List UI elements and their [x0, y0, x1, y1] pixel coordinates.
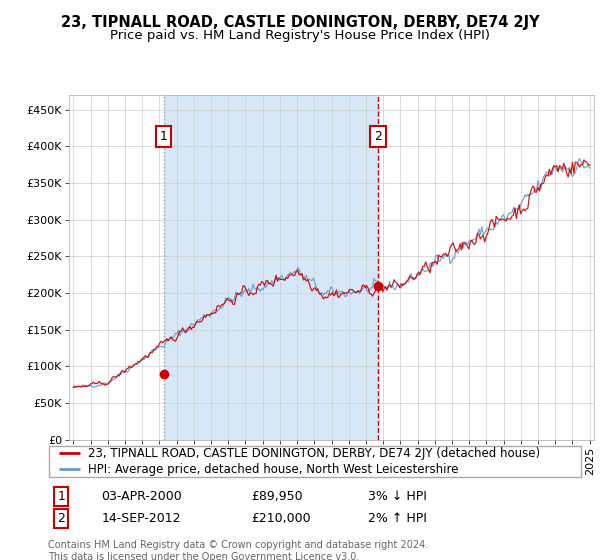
Text: 3% ↓ HPI: 3% ↓ HPI [368, 490, 427, 503]
Text: 23, TIPNALL ROAD, CASTLE DONINGTON, DERBY, DE74 2JY: 23, TIPNALL ROAD, CASTLE DONINGTON, DERB… [61, 15, 539, 30]
Text: 1: 1 [58, 490, 65, 503]
FancyBboxPatch shape [49, 446, 581, 477]
Text: 03-APR-2000: 03-APR-2000 [101, 490, 182, 503]
Bar [164, 95, 378, 440]
Text: 23, TIPNALL ROAD, CASTLE DONINGTON, DERBY, DE74 2JY (detached house): 23, TIPNALL ROAD, CASTLE DONINGTON, DERB… [88, 447, 540, 460]
Text: 2: 2 [374, 130, 382, 143]
Text: 2: 2 [58, 512, 65, 525]
Text: 14-SEP-2012: 14-SEP-2012 [101, 512, 181, 525]
Text: HPI: Average price, detached house, North West Leicestershire: HPI: Average price, detached house, Nort… [88, 463, 458, 476]
Text: Contains HM Land Registry data © Crown copyright and database right 2024.
This d: Contains HM Land Registry data © Crown c… [48, 540, 428, 560]
Text: £89,950: £89,950 [251, 490, 302, 503]
Text: Price paid vs. HM Land Registry's House Price Index (HPI): Price paid vs. HM Land Registry's House … [110, 29, 490, 42]
Text: 1: 1 [160, 130, 167, 143]
Text: £210,000: £210,000 [251, 512, 311, 525]
Text: 2% ↑ HPI: 2% ↑ HPI [368, 512, 427, 525]
